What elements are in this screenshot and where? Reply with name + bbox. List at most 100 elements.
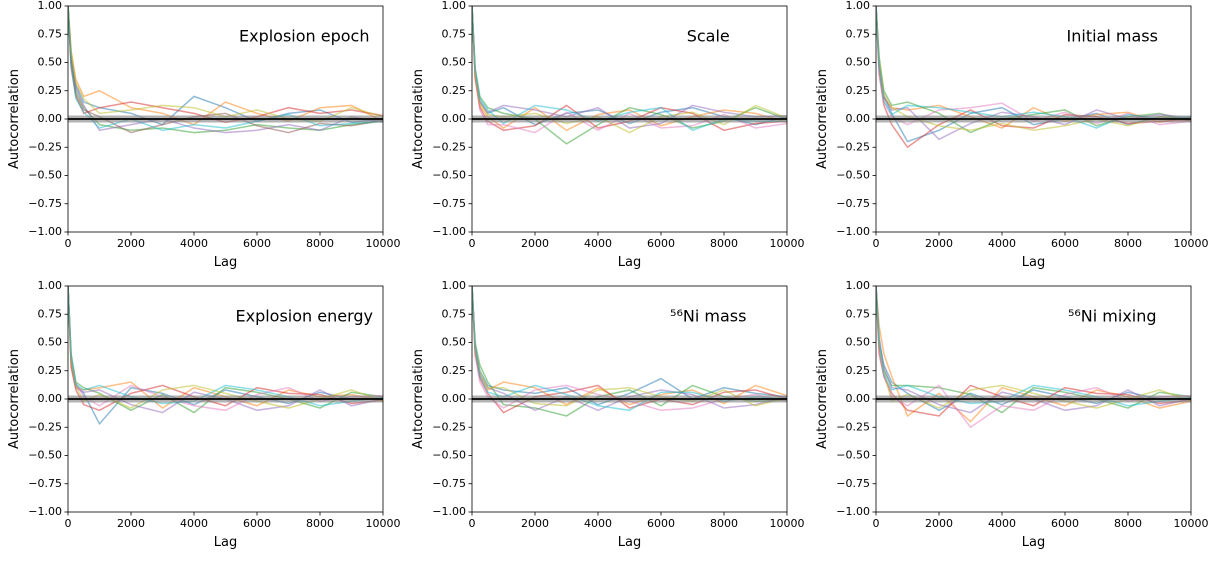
series-line <box>68 286 383 414</box>
y-tick-label: −0.50 <box>28 169 62 182</box>
series-line <box>876 6 1191 134</box>
series-line <box>472 286 787 406</box>
x-axis-label: Lag <box>214 255 237 270</box>
y-tick-label: −1.00 <box>836 505 870 518</box>
series-line <box>472 6 787 129</box>
x-axis-label: Lag <box>618 535 641 550</box>
series-line <box>68 6 383 134</box>
y-tick-label: −0.50 <box>836 169 870 182</box>
x-tick-label: 6000 <box>243 237 271 250</box>
y-tick-label: 0.75 <box>846 27 871 40</box>
y-tick-label: 0.75 <box>442 27 467 40</box>
panel-title: ⁵⁶Ni mixing <box>1068 306 1157 325</box>
y-tick-label: −1.00 <box>432 225 466 238</box>
y-tick-label: −0.50 <box>432 449 466 462</box>
series-line <box>68 6 383 126</box>
panel-title: Explosion epoch <box>239 26 370 45</box>
y-tick-label: −0.25 <box>836 140 870 153</box>
x-axis-label: Lag <box>618 255 641 270</box>
y-tick-label: 0.75 <box>846 307 871 320</box>
x-tick-label: 6000 <box>647 237 675 250</box>
y-tick-label: −0.50 <box>28 449 62 462</box>
series-line <box>68 6 383 123</box>
panel-title: Initial mass <box>1067 26 1158 45</box>
y-axis-label: Autocorrelation <box>815 349 830 449</box>
x-tick-label: 4000 <box>584 517 612 530</box>
x-tick-label: 2000 <box>117 237 145 250</box>
x-axis-label: Lag <box>1022 255 1045 270</box>
x-tick-label: 8000 <box>710 517 738 530</box>
x-tick-label: 4000 <box>988 237 1016 250</box>
x-tick-label: 4000 <box>584 237 612 250</box>
y-tick-label: 0.50 <box>442 336 467 349</box>
y-axis-label: Autocorrelation <box>7 69 22 169</box>
y-axis-label: Autocorrelation <box>411 69 426 169</box>
x-tick-label: 2000 <box>925 517 953 530</box>
y-tick-label: −0.50 <box>432 169 466 182</box>
x-tick-label: 10000 <box>366 517 401 530</box>
x-axis-label: Lag <box>214 535 237 550</box>
series-line <box>876 6 1191 132</box>
panel-title: ⁵⁶Ni mass <box>670 306 746 325</box>
x-tick-label: 10000 <box>770 237 805 250</box>
y-tick-label: 0.00 <box>38 392 63 405</box>
series-line <box>876 6 1191 129</box>
y-tick-label: 0.00 <box>846 392 871 405</box>
plot-area <box>876 6 1191 149</box>
plot-area <box>876 286 1191 429</box>
series-line <box>68 6 383 124</box>
x-tick-label: 10000 <box>1174 517 1209 530</box>
y-axis-label: Autocorrelation <box>815 69 830 169</box>
x-tick-label: 0 <box>65 517 72 530</box>
x-tick-label: 2000 <box>925 237 953 250</box>
x-tick-label: 0 <box>469 517 476 530</box>
y-tick-label: −0.25 <box>432 420 466 433</box>
y-tick-label: 0.25 <box>846 364 871 377</box>
x-tick-label: 6000 <box>647 517 675 530</box>
y-tick-label: −0.25 <box>836 420 870 433</box>
x-axis-label: Lag <box>1022 535 1045 550</box>
x-tick-label: 8000 <box>1114 517 1142 530</box>
y-tick-label: 0.50 <box>38 56 63 69</box>
y-tick-label: −1.00 <box>836 225 870 238</box>
y-tick-label: 0.75 <box>38 27 63 40</box>
series-line <box>876 286 1191 414</box>
y-tick-label: −0.75 <box>432 197 466 210</box>
y-tick-label: −0.75 <box>28 197 62 210</box>
y-tick-label: 1.00 <box>846 0 871 12</box>
y-tick-label: 0.25 <box>38 364 63 377</box>
series-line <box>472 286 787 414</box>
y-tick-label: −0.50 <box>836 449 870 462</box>
series-line <box>472 6 787 126</box>
y-tick-label: 0.75 <box>38 307 63 320</box>
x-tick-label: 2000 <box>117 517 145 530</box>
y-tick-label: 0.75 <box>442 307 467 320</box>
plot-area <box>68 6 383 134</box>
x-tick-label: 10000 <box>770 517 805 530</box>
panel-title: Explosion energy <box>235 306 373 325</box>
plot-area <box>472 286 787 417</box>
series-line <box>472 6 787 134</box>
y-tick-label: 0.25 <box>442 364 467 377</box>
y-tick-label: −0.25 <box>432 140 466 153</box>
subplot: −1.00 −0.75 −0.50 −0.25 0.00 0.25 0.50 0.75 1.00… <box>411 279 805 550</box>
x-tick-label: 6000 <box>1051 517 1079 530</box>
x-tick-label: 8000 <box>306 517 334 530</box>
y-tick-label: 0.25 <box>38 84 63 97</box>
y-tick-label: 0.50 <box>38 336 63 349</box>
panel-title: Scale <box>687 26 730 45</box>
x-tick-label: 8000 <box>710 237 738 250</box>
y-tick-label: −0.25 <box>28 140 62 153</box>
y-tick-label: −0.75 <box>432 477 466 490</box>
y-tick-label: 1.00 <box>846 279 871 292</box>
x-tick-label: 2000 <box>521 237 549 250</box>
y-tick-label: 1.00 <box>38 0 63 12</box>
y-tick-label: −0.25 <box>28 420 62 433</box>
series-line <box>68 286 383 412</box>
y-tick-label: 0.00 <box>442 112 467 125</box>
x-tick-label: 2000 <box>521 517 549 530</box>
x-tick-label: 0 <box>873 517 880 530</box>
subplot: −1.00 −0.75 −0.50 −0.25 0.00 0.25 0.50 0.75 1.00… <box>411 0 805 270</box>
y-tick-label: 1.00 <box>442 0 467 12</box>
